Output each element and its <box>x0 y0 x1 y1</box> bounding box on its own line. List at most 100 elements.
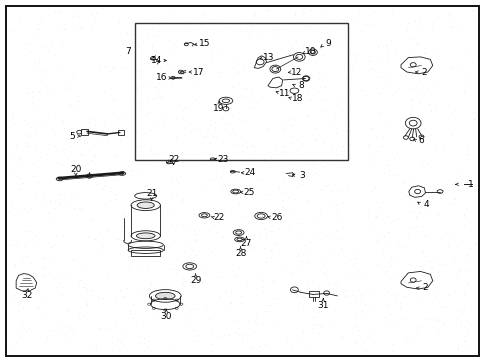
Point <box>339 293 346 298</box>
Point <box>444 331 452 337</box>
Point <box>347 343 355 348</box>
Point <box>167 222 175 228</box>
Point <box>256 54 264 59</box>
Point <box>241 258 248 264</box>
Point <box>25 208 33 214</box>
Point <box>216 154 224 160</box>
Point <box>311 330 319 336</box>
Point <box>220 149 228 155</box>
Point <box>185 22 193 28</box>
Point <box>289 9 297 14</box>
Point <box>32 241 40 247</box>
Point <box>366 23 373 29</box>
Point <box>103 129 111 134</box>
Point <box>315 321 323 327</box>
Point <box>123 132 131 138</box>
Point <box>83 302 91 308</box>
Point <box>199 158 207 164</box>
Point <box>470 197 478 203</box>
Point <box>424 249 432 255</box>
Point <box>92 323 100 329</box>
Point <box>38 254 46 260</box>
Point <box>64 115 72 121</box>
Point <box>41 320 49 325</box>
Point <box>197 17 205 23</box>
Point <box>194 16 202 22</box>
Point <box>243 86 251 91</box>
Point <box>148 150 156 156</box>
Point <box>89 32 97 38</box>
Point <box>167 177 175 183</box>
Point <box>108 271 116 277</box>
Point <box>22 52 30 58</box>
Point <box>371 56 379 62</box>
Point <box>126 152 134 157</box>
Point <box>210 214 218 220</box>
Point <box>271 61 279 67</box>
Point <box>185 307 193 312</box>
Point <box>429 278 437 283</box>
Point <box>79 152 86 157</box>
Point <box>139 195 146 201</box>
Point <box>58 22 66 28</box>
Text: 12: 12 <box>290 68 302 77</box>
Point <box>105 207 113 212</box>
Point <box>470 234 478 239</box>
Point <box>372 299 380 305</box>
Text: 7: 7 <box>125 47 131 56</box>
Point <box>186 311 194 317</box>
Point <box>168 208 176 214</box>
Point <box>389 219 397 224</box>
Point <box>419 249 427 255</box>
Point <box>211 126 219 132</box>
Point <box>223 305 231 311</box>
Point <box>447 162 455 167</box>
Point <box>61 5 68 11</box>
Point <box>143 162 151 168</box>
Point <box>461 347 469 352</box>
Point <box>313 309 321 315</box>
Point <box>174 132 182 138</box>
Point <box>96 212 103 218</box>
Point <box>156 94 164 99</box>
Point <box>464 267 472 273</box>
Point <box>382 139 390 144</box>
Point <box>99 295 107 301</box>
Point <box>118 212 126 217</box>
Point <box>297 181 305 187</box>
Point <box>338 28 346 33</box>
Point <box>171 295 179 301</box>
Point <box>402 159 410 165</box>
Point <box>260 238 268 243</box>
Point <box>157 63 164 69</box>
Point <box>468 15 476 21</box>
Point <box>455 150 463 156</box>
Point <box>124 267 132 273</box>
Point <box>304 47 311 53</box>
Point <box>77 26 84 32</box>
Point <box>247 141 255 147</box>
Point <box>92 345 100 351</box>
Point <box>25 48 33 54</box>
Point <box>295 300 303 306</box>
Point <box>212 171 220 176</box>
Point <box>205 140 213 145</box>
Point <box>147 96 155 102</box>
Point <box>332 125 340 131</box>
Point <box>203 49 211 55</box>
Point <box>243 283 251 289</box>
Point <box>165 308 173 314</box>
Point <box>59 39 66 45</box>
Point <box>143 166 151 171</box>
Point <box>112 300 120 306</box>
Point <box>357 351 365 357</box>
Point <box>326 188 334 194</box>
Point <box>468 7 476 13</box>
Point <box>269 175 277 181</box>
Point <box>135 44 142 50</box>
Point <box>62 197 70 203</box>
Point <box>276 206 284 211</box>
Point <box>416 324 424 329</box>
Point <box>31 131 39 137</box>
Point <box>333 208 341 214</box>
